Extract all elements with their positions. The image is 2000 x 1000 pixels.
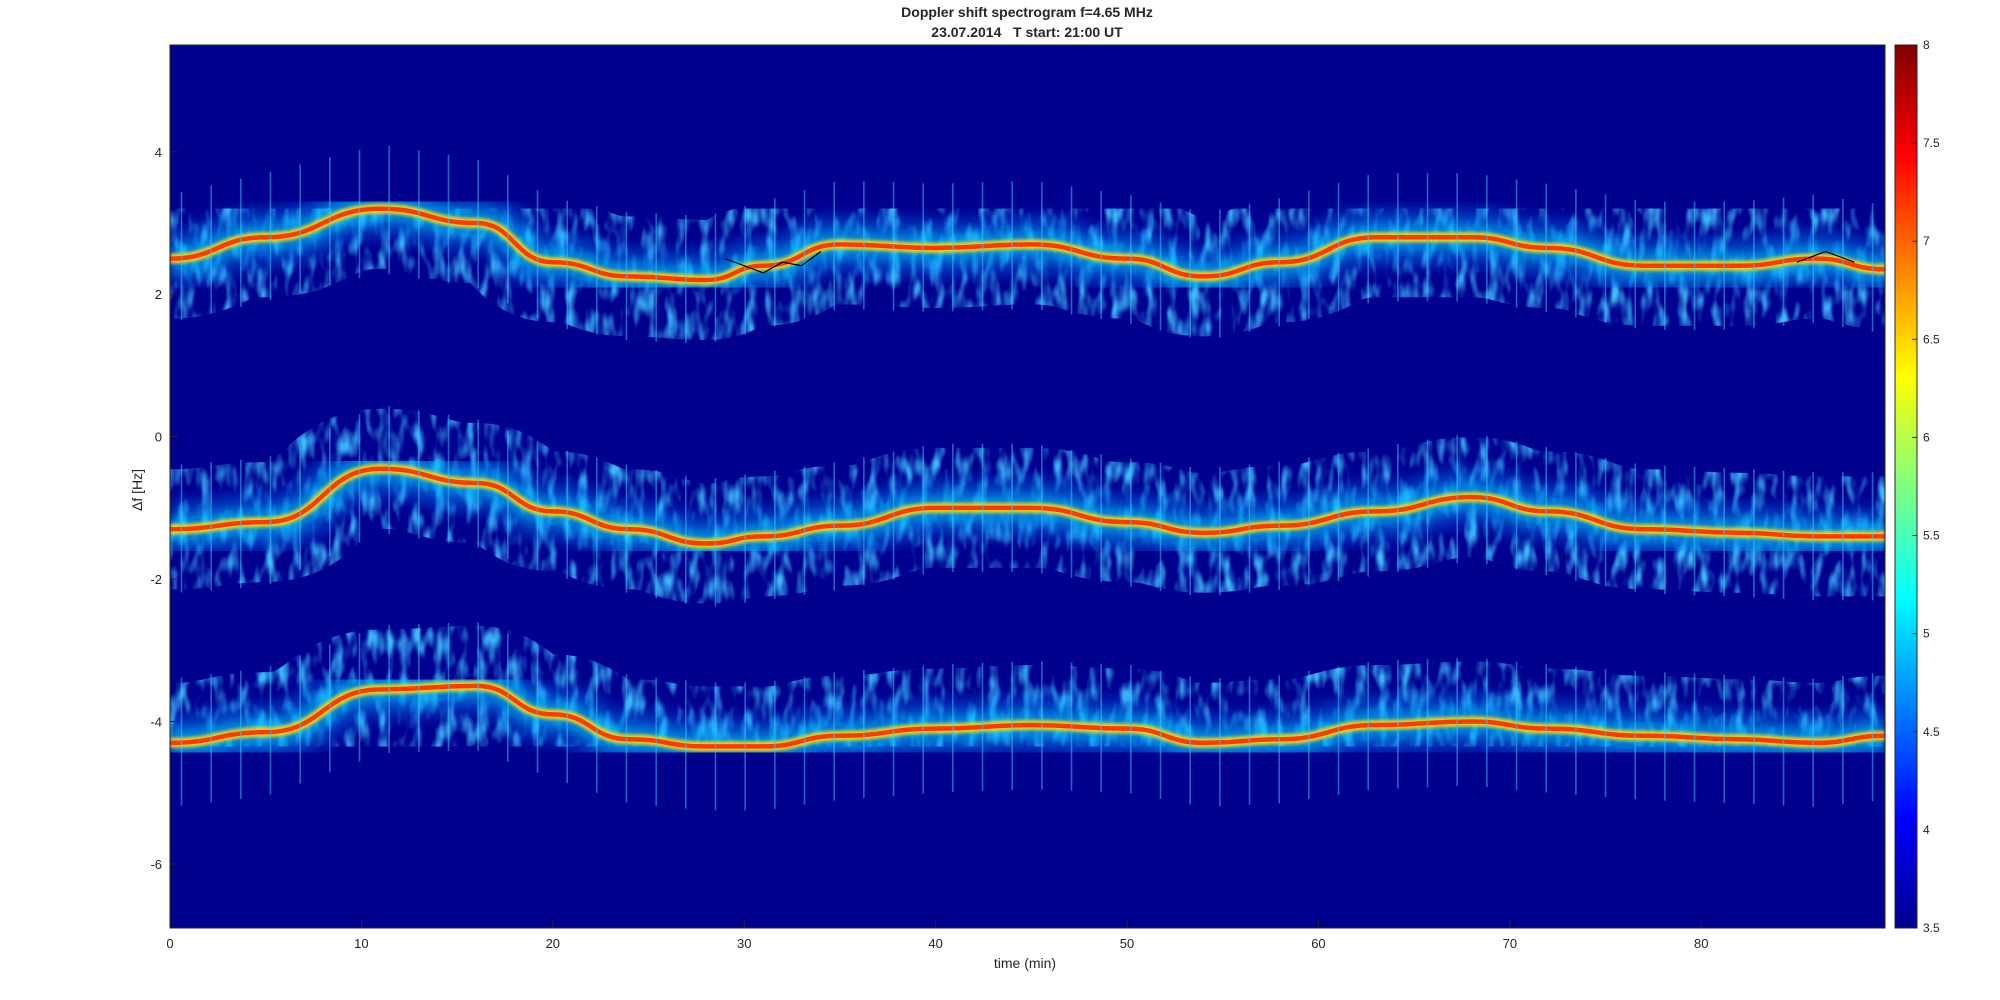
plot-content bbox=[170, 145, 1885, 811]
y-axis: -6 -4 -2 0 2 4 bbox=[150, 145, 178, 872]
band-1-core-red bbox=[170, 206, 1885, 283]
band-3-core-red bbox=[170, 683, 1885, 749]
colorbar: 3.5 4 4.5 5 5.5 6 6.5 7 7.5 8 bbox=[1894, 38, 1940, 935]
y-tick-label: 4 bbox=[155, 145, 162, 160]
colorbar-tick-label: 6 bbox=[1923, 430, 1930, 444]
x-tick-label: 70 bbox=[1503, 936, 1517, 951]
x-tick-label: 50 bbox=[1120, 936, 1134, 951]
colorbar-gradient bbox=[1894, 44, 1918, 929]
colorbar-tick-label: 4.5 bbox=[1923, 725, 1940, 739]
chart-subtitle: 23.07.2014 T start: 21:00 UT bbox=[931, 24, 1123, 40]
colorbar-tick-label: 3.5 bbox=[1923, 921, 1940, 935]
colorbar-tick-label: 8 bbox=[1923, 38, 1930, 52]
trace-line-2 bbox=[1796, 250, 1855, 263]
colorbar-tick-label: 5 bbox=[1923, 627, 1930, 641]
x-tick-label: 10 bbox=[354, 936, 368, 951]
y-tick-label: -6 bbox=[150, 857, 162, 872]
trace-line-1 bbox=[724, 251, 822, 274]
colorbar-tick-label: 4 bbox=[1923, 823, 1930, 837]
x-axis-label: time (min) bbox=[994, 955, 1056, 971]
x-tick-label: 0 bbox=[166, 936, 173, 951]
plot-frame bbox=[169, 44, 1886, 929]
chart-title: Doppler shift spectrogram f=4.65 MHz bbox=[901, 4, 1153, 20]
colorbar-tick-label: 5.5 bbox=[1923, 529, 1940, 543]
y-tick-label: 0 bbox=[155, 430, 162, 445]
x-tick-label: 60 bbox=[1311, 936, 1325, 951]
band-2-core-red bbox=[170, 466, 1885, 546]
x-tick-label: 20 bbox=[546, 936, 560, 951]
y-tick-label: -4 bbox=[150, 714, 162, 729]
y-axis-label: Δf [Hz] bbox=[129, 469, 145, 511]
plot-area bbox=[169, 44, 1886, 929]
x-tick-label: 40 bbox=[928, 936, 942, 951]
x-axis: 0 10 20 30 40 50 60 70 80 bbox=[166, 920, 1708, 951]
core-layer bbox=[170, 203, 1885, 752]
streak-artifacts bbox=[180, 145, 1874, 811]
y-tick-label: -2 bbox=[150, 572, 162, 587]
y-tick-label: 2 bbox=[155, 287, 162, 302]
colorbar-tick-label: 6.5 bbox=[1923, 332, 1940, 346]
x-tick-label: 80 bbox=[1694, 936, 1708, 951]
colorbar-tick-label: 7.5 bbox=[1923, 136, 1940, 150]
x-tick-label: 30 bbox=[737, 936, 751, 951]
colorbar-tick-label: 7 bbox=[1923, 234, 1930, 248]
